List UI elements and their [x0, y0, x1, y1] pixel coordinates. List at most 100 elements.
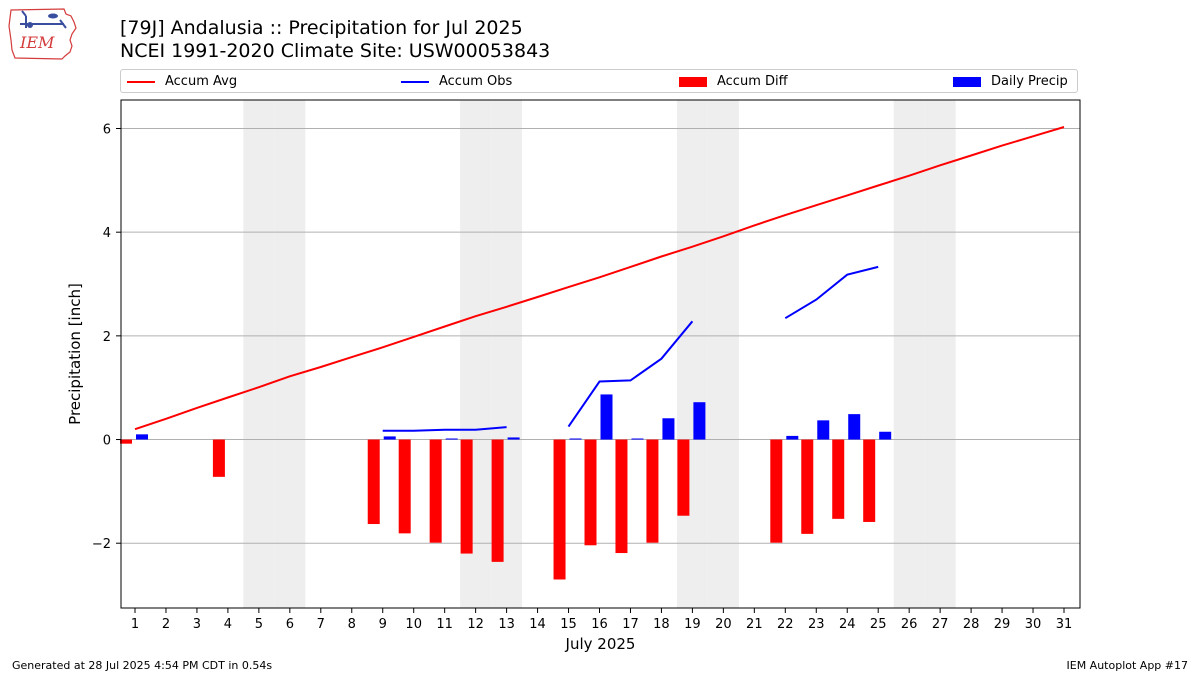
- accum-avg-line-segment-0: [134, 126, 1065, 431]
- weekend-band-day-5: [243, 100, 275, 608]
- x-tick-label-15: 15: [560, 617, 577, 632]
- x-tick-label-18: 18: [653, 617, 670, 632]
- accum-diff-bar-day-24: [832, 439, 845, 519]
- x-tick-label-14: 14: [529, 617, 546, 632]
- legend-item-accum-diff: Accum Diff: [679, 74, 788, 90]
- daily-precip-bar-day-13: [507, 437, 520, 440]
- accum-diff-bar-day-23: [801, 439, 814, 534]
- x-tick-label-28: 28: [963, 617, 980, 632]
- daily-precip-bar-day-17: [631, 438, 644, 440]
- x-tick-label-10: 10: [405, 617, 422, 632]
- accum-diff-bar-day-11: [429, 439, 442, 543]
- accum-diff-bar-day-17: [615, 439, 628, 554]
- x-tick-label-16: 16: [591, 617, 608, 632]
- x-tick-label-8: 8: [348, 617, 356, 632]
- legend-swatch-accum-diff: [679, 76, 707, 87]
- weekend-band-day-13: [491, 100, 523, 608]
- y-tick-label-6: 6: [103, 123, 111, 138]
- x-tick-label-31: 31: [1056, 617, 1073, 632]
- accum-diff-bar-day-1: [120, 439, 132, 444]
- accum-diff-bar-day-9: [367, 439, 380, 525]
- x-tick-label-9: 9: [379, 617, 387, 632]
- x-tick-label-29: 29: [994, 617, 1011, 632]
- x-tick-label-1: 1: [131, 617, 139, 632]
- legend-item-accum-obs: Accum Obs: [401, 74, 512, 90]
- weekend-band-day-27: [924, 100, 956, 608]
- x-tick-label-3: 3: [193, 617, 201, 632]
- x-tick-label-7: 7: [317, 617, 325, 632]
- daily-precip-bar-day-23: [817, 420, 830, 440]
- accum-diff-bar-day-10: [398, 439, 411, 534]
- accum-diff-bar-day-25: [863, 439, 876, 522]
- accum-diff-bar-day-19: [677, 439, 690, 516]
- daily-precip-bar-day-1: [136, 434, 148, 440]
- weather-station-icon: [20, 10, 67, 29]
- daily-precip-bar-day-24: [848, 414, 861, 440]
- legend-swatch-daily-precip: [953, 76, 981, 87]
- daily-precip-bar-day-18: [662, 418, 675, 440]
- accum-diff-bar-day-18: [646, 439, 659, 543]
- legend-item-daily-precip: Daily Precip: [953, 74, 1068, 90]
- weekend-band-day-20: [707, 100, 739, 608]
- y-tick-label-2: 2: [103, 330, 111, 345]
- x-tick-label-6: 6: [286, 617, 294, 632]
- x-tick-label-23: 23: [808, 617, 825, 632]
- daily-precip-bar-day-15: [569, 438, 582, 440]
- accum-obs-line-segment-0: [382, 426, 507, 432]
- chart-title: [79J] Andalusia :: Precipitation for Jul…: [120, 17, 523, 39]
- x-tick-label-4: 4: [224, 617, 232, 632]
- weekend-band-day-19: [676, 100, 708, 608]
- y-tick-label--2: −2: [92, 537, 111, 552]
- x-tick-label-11: 11: [436, 617, 453, 632]
- x-axis-label: July 2025: [565, 635, 636, 653]
- x-tick-label-21: 21: [746, 617, 763, 632]
- generated-timestamp: Generated at 28 Jul 2025 4:54 PM CDT in …: [12, 659, 273, 672]
- y-axis-label: Precipitation [inch]: [66, 283, 84, 425]
- legend-label-accum-obs: Accum Obs: [439, 74, 513, 89]
- y-tick-label-4: 4: [103, 226, 111, 241]
- daily-precip-bar-day-11: [445, 438, 458, 440]
- x-tick-label-5: 5: [255, 617, 263, 632]
- x-tick-label-13: 13: [498, 617, 515, 632]
- legend-swatch-accum-obs: [401, 80, 429, 83]
- daily-precip-bar-day-19: [693, 402, 706, 440]
- plot-frame: [120, 99, 1081, 609]
- legend-label-accum-avg: Accum Avg: [165, 74, 238, 89]
- weekend-band-day-12: [460, 100, 492, 608]
- accum-diff-bar-day-22: [770, 439, 783, 543]
- x-tick-label-26: 26: [901, 617, 918, 632]
- daily-precip-bar-day-22: [786, 435, 799, 440]
- x-tick-label-2: 2: [162, 617, 170, 632]
- legend-swatch-accum-avg: [127, 80, 155, 83]
- accum-diff-bar-day-15: [553, 439, 566, 580]
- chart-subtitle: NCEI 1991-2020 Climate Site: USW00053843: [120, 40, 551, 62]
- legend-item-accum-avg: Accum Avg: [127, 74, 237, 90]
- iowa-outline-icon: [8, 8, 77, 60]
- x-tick-label-25: 25: [870, 617, 887, 632]
- accum-diff-bar-day-4: [212, 439, 225, 477]
- daily-precip-bar-day-25: [879, 431, 892, 440]
- chart-legend: Accum Avg Accum Obs Accum Diff Daily Pre…: [120, 69, 1078, 93]
- accum-diff-bar-day-16: [584, 439, 597, 546]
- accum-diff-bar-day-13: [491, 439, 504, 562]
- x-tick-label-20: 20: [715, 617, 732, 632]
- x-tick-label-30: 30: [1025, 617, 1042, 632]
- daily-precip-bar-day-9: [383, 436, 396, 440]
- weekend-band-day-6: [274, 100, 306, 608]
- iem-logo-text: IEM: [19, 33, 55, 52]
- autoplot-app-label: IEM Autoplot App #17: [1066, 659, 1189, 672]
- x-tick-label-19: 19: [684, 617, 701, 632]
- y-tick-label-0: 0: [103, 434, 111, 449]
- daily-precip-bar-day-16: [600, 394, 613, 440]
- accum-diff-bar-day-12: [460, 439, 473, 554]
- accum-obs-line-segment-1: [567, 320, 694, 428]
- accum-obs-line-segment-2: [784, 265, 879, 320]
- legend-label-accum-diff: Accum Diff: [717, 74, 788, 89]
- x-tick-label-27: 27: [932, 617, 949, 632]
- x-tick-label-22: 22: [777, 617, 794, 632]
- weekend-band-day-26: [893, 100, 925, 608]
- x-tick-label-24: 24: [839, 617, 856, 632]
- x-tick-label-12: 12: [467, 617, 484, 632]
- iem-logo: IEM: [8, 8, 77, 60]
